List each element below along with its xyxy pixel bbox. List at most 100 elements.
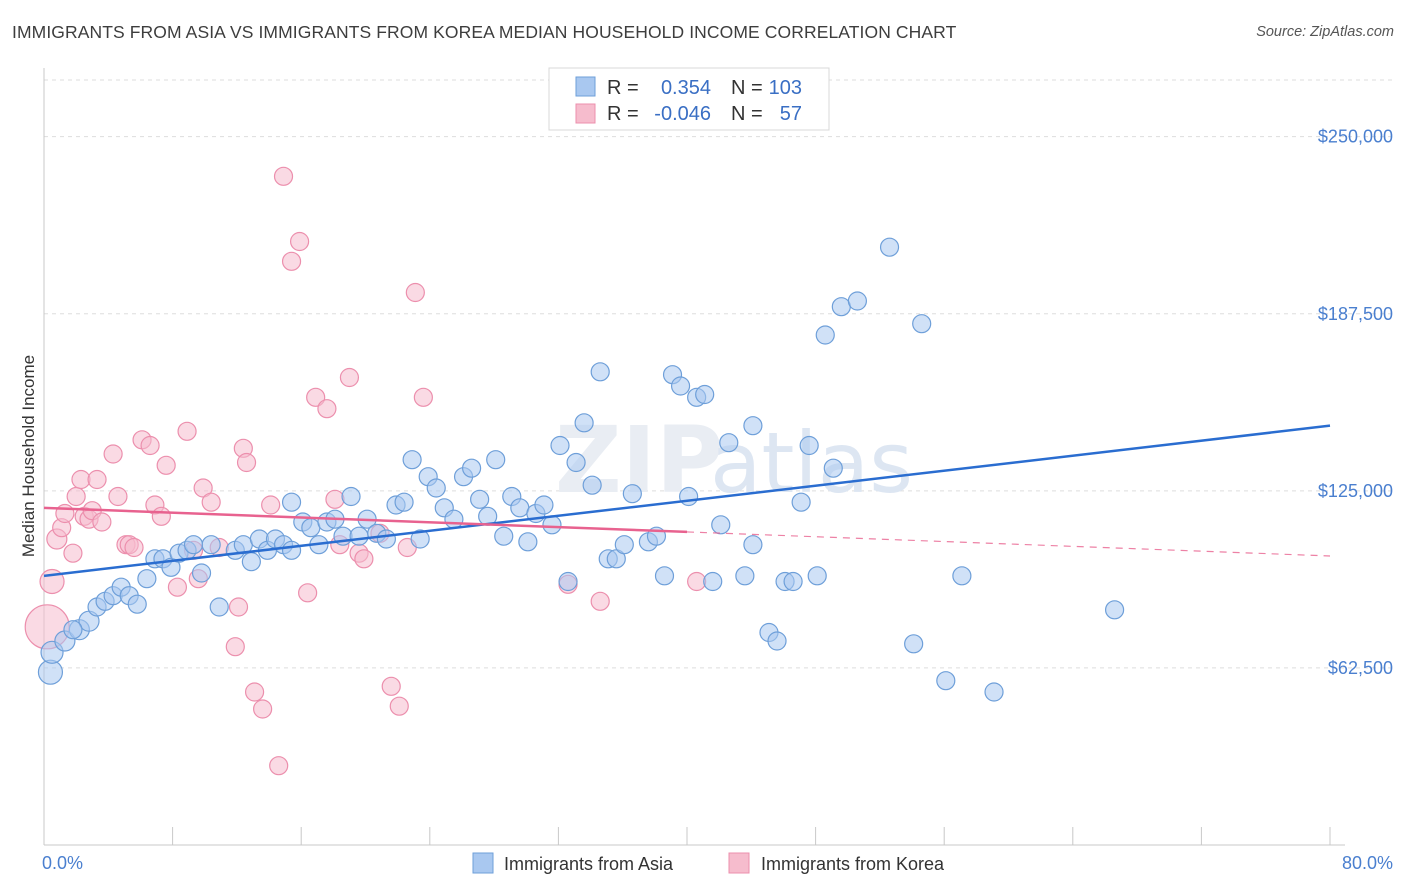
asia-point [590,362,610,382]
asia-point [444,509,464,529]
asia-point [461,458,482,478]
asia-point [209,597,229,617]
asia-point [719,433,739,453]
korea-point [151,506,171,526]
asia-point [341,486,361,507]
asia-point [550,435,570,456]
bottom-legend-label-korea: Immigrants from Korea [761,854,945,874]
axes [43,68,1345,846]
asia-point [735,566,755,586]
asia-point [791,492,811,512]
legend-n-label-korea: N = [731,103,763,125]
korea-point [63,543,83,563]
asia-point [622,484,642,504]
asia-point [831,297,851,317]
x-tick-label-min: 0.0% [42,853,83,873]
korea-point [228,597,249,617]
korea-trend-line [43,506,688,534]
asia-point [703,571,723,592]
korea-point [405,282,425,303]
asia-point [63,620,83,640]
korea-point [339,367,360,388]
asia-point [558,571,578,592]
asia-point [743,535,763,555]
asia-point [823,458,843,478]
asia-point [936,671,956,691]
korea-point [103,444,123,464]
korea-point [140,435,160,456]
korea-point [87,469,107,490]
asia-point [470,489,490,509]
asia-point [566,452,586,473]
asia-point [815,325,835,345]
korea-point [590,591,610,611]
korea-point [687,571,707,592]
y-axis-title: Median Household Income [19,355,38,557]
asia-point [654,566,675,586]
korea-point [167,577,188,597]
asia-point [518,532,538,552]
asia-point [743,416,763,436]
korea-point [381,676,401,696]
korea-point [201,492,221,512]
korea-point [177,421,197,441]
asia-point [711,515,731,535]
korea-point [124,537,144,558]
asia-point [912,314,932,334]
korea-point [289,231,310,252]
legend-swatch-korea [575,103,596,124]
korea-point [317,399,337,419]
asia-point [349,526,369,546]
korea-point [269,756,289,776]
legend-n-label-asia: N = [731,77,763,99]
y-tick-label: $125,000 [1318,481,1393,501]
korea-point [253,699,273,719]
asia-point [799,435,819,456]
legend-n-value-asia: 103 [769,77,802,99]
asia-point [904,634,924,654]
asia-point [574,413,594,433]
korea-point [71,469,91,490]
korea-point [298,583,318,603]
legend-n-value-korea: 57 [780,103,802,125]
x-tick-label-max: 80.0% [1342,853,1393,873]
bottom-legend-swatch-asia [472,852,494,874]
asia-point [301,518,321,538]
asia-point [783,571,803,592]
asia-point [510,498,530,518]
asia-point [984,682,1004,702]
korea-point [281,251,302,271]
korea-point [261,495,281,515]
korea-point [66,486,86,507]
korea-point [156,455,176,475]
asia-point [191,563,212,583]
asia-point [127,594,147,614]
asia-trend-line [43,424,1331,578]
asia-point [879,237,900,257]
asia-point [614,535,634,555]
watermark-atlas: atlas [710,414,913,512]
korea-point [225,637,245,657]
legend-r-label-korea: R = [607,103,639,125]
bottom-legend-swatch-korea [728,852,750,874]
y-tick-label: $62,500 [1328,658,1393,678]
bottom-legend: Immigrants from Asia Immigrants from Kor… [472,852,945,874]
legend-r-value-korea: -0.046 [654,103,711,125]
korea-points [24,166,707,776]
asia-point [534,495,554,515]
korea-point [306,387,326,407]
asia-point [410,529,430,549]
asia-point [137,569,157,589]
asia-points [37,237,1125,702]
chart-title: IMMIGRANTS FROM ASIA VS IMMIGRANTS FROM … [12,22,957,42]
korea-point [389,696,409,716]
asia-point [807,566,827,586]
korea-trend-line-dashed [686,531,1331,557]
korea-point [108,486,128,507]
korea-point [244,682,265,702]
asia-point [281,492,302,512]
trend-lines [43,424,1331,578]
asia-point [183,535,204,555]
korea-point [413,387,433,407]
